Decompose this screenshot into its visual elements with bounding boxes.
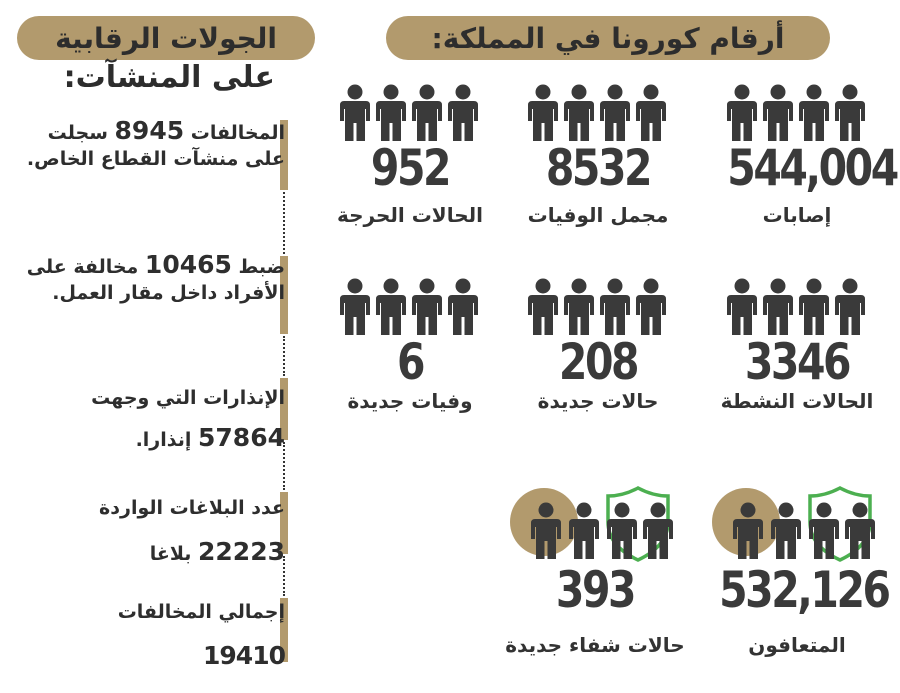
person-icon (564, 278, 594, 335)
people-icon (528, 278, 666, 335)
person-icon (448, 278, 478, 335)
people-icon (340, 84, 478, 141)
person-icon (600, 84, 630, 141)
stat-value: 952 (370, 139, 452, 197)
person-icon (340, 278, 370, 335)
person-icon (642, 502, 673, 559)
person-icon (732, 502, 763, 559)
stat-label: الحالات الحرجة (336, 203, 483, 227)
stat-total-deaths: 8532 مجمل الوفيات (513, 82, 683, 228)
timeline-dots (283, 442, 285, 490)
person-icon (564, 84, 594, 141)
stat-new-deaths: 6 وفيات جديدة (325, 276, 495, 414)
person-icon (568, 502, 599, 559)
stat-label: وفيات جديدة (347, 389, 473, 413)
person-icon (835, 84, 865, 141)
person-icon (412, 278, 442, 335)
inspection-item: المخالفات 8945 سجلت على منشآت القطاع الخ… (26, 116, 285, 171)
timeline-marker (280, 598, 288, 662)
person-icon (844, 502, 875, 559)
timeline-marker (280, 120, 288, 190)
person-icon (636, 84, 666, 141)
timeline-dots (283, 192, 285, 254)
recovered-people-icon (711, 486, 875, 562)
stat-label: إصابات (762, 203, 832, 227)
person-icon (376, 84, 406, 141)
person-icon (770, 502, 801, 559)
recovered-people-icon (509, 486, 673, 562)
stat-value: 8532 (545, 139, 653, 197)
timeline-marker (280, 492, 288, 554)
timeline-dots (283, 556, 285, 596)
inspection-title: الجولات الرقابية (17, 16, 315, 60)
timeline-dots (283, 336, 285, 376)
stat-critical: 952 الحالات الحرجة (325, 82, 495, 228)
shield-icon (605, 486, 670, 562)
person-icon (763, 84, 793, 141)
inspection-item: ضبط 10465 مخالفة على الأفراد داخل مقار ا… (26, 250, 285, 305)
stat-infections: 544,004 إصابات (712, 82, 899, 228)
person-icon (412, 84, 442, 141)
person-icon (606, 502, 637, 559)
person-icon (528, 278, 558, 335)
person-icon (799, 84, 829, 141)
person-icon (799, 278, 829, 335)
people-icon (528, 84, 666, 141)
people-icon (340, 278, 478, 335)
person-icon (340, 84, 370, 141)
stat-new-cases: 208 حالات جديدة (513, 276, 683, 414)
people-icon (727, 84, 865, 141)
person-icon (636, 278, 666, 335)
stat-value: 3346 (744, 333, 852, 391)
stat-value: 6 (396, 333, 426, 391)
shield-icon (807, 486, 872, 562)
stat-label: المتعافون (748, 633, 846, 657)
person-icon (528, 84, 558, 141)
stat-value: 532,126 (719, 561, 891, 619)
stat-label: حالات شفاء جديدة (505, 633, 685, 657)
person-icon (808, 502, 839, 559)
inspection-subtitle: على المنشآت: (63, 60, 275, 95)
stat-label: حالات جديدة (537, 389, 659, 413)
person-icon (835, 278, 865, 335)
person-icon (727, 278, 757, 335)
stat-label: مجمل الوفيات (527, 203, 669, 227)
person-icon (727, 84, 757, 141)
inspection-item: إجمالي المخالفات 19410 (117, 601, 286, 670)
stat-label: الحالات النشطة (720, 389, 874, 413)
stat-active: 3346 الحالات النشطة (712, 276, 882, 414)
stat-value: 544,004 (727, 139, 899, 197)
timeline-marker (280, 378, 288, 440)
person-icon (376, 278, 406, 335)
timeline-marker (280, 256, 288, 334)
person-icon (763, 278, 793, 335)
stat-recovered: 532,126 المتعافون (702, 482, 892, 658)
person-icon (448, 84, 478, 141)
person-icon (600, 278, 630, 335)
inspection-item: الإنذارات التي وجهت 57864 إنذارا. (91, 387, 286, 452)
people-icon (727, 278, 865, 335)
covid-figures-title: أرقام كورونا في المملكة: (386, 16, 830, 60)
stat-value: 208 (558, 333, 640, 391)
stat-value: 393 (555, 561, 637, 619)
person-icon (530, 502, 561, 559)
inspection-item: عدد البلاغات الواردة 22223 بلاغا (99, 497, 286, 566)
stat-new-recoveries: 393 حالات شفاء جديدة (500, 482, 690, 658)
